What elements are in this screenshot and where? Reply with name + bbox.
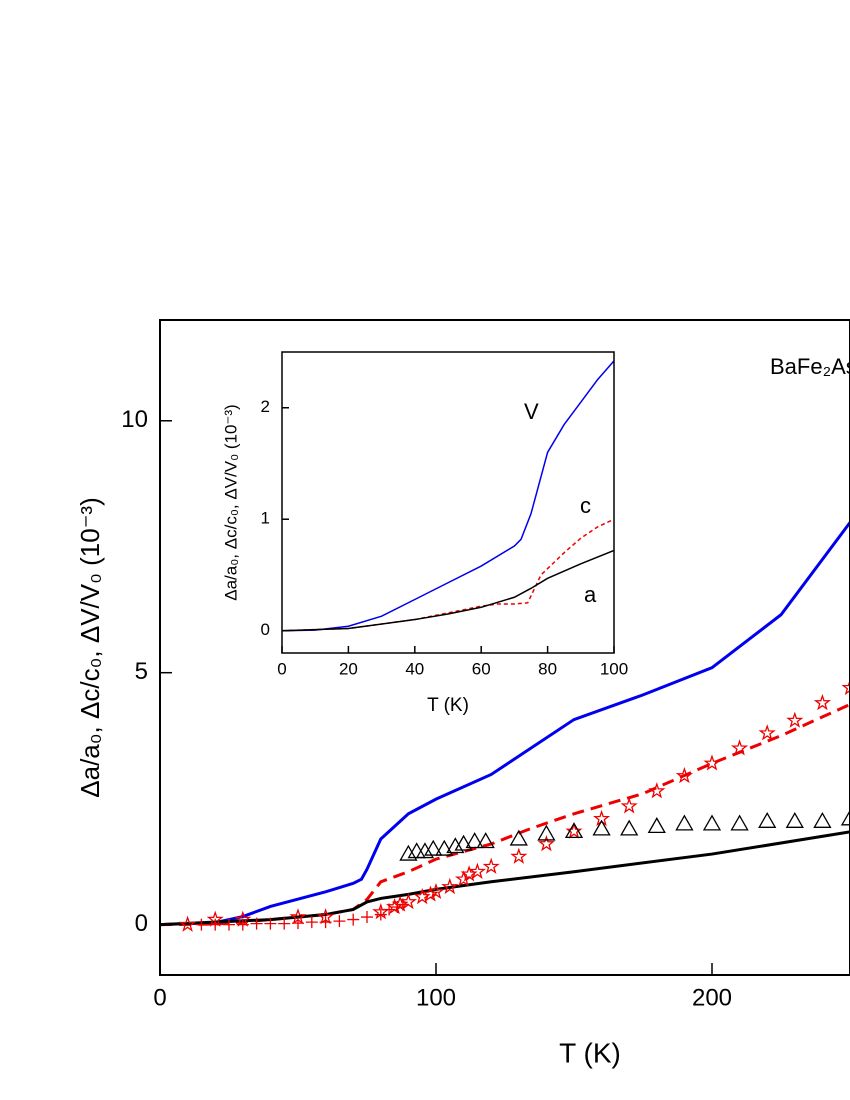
triangle-marker bbox=[813, 812, 832, 828]
y-tick-label: 0 bbox=[135, 910, 148, 937]
x-tick-label: 0 bbox=[277, 659, 286, 678]
plus-marker bbox=[305, 916, 318, 929]
plus-marker bbox=[223, 918, 235, 931]
plot-frame bbox=[159, 319, 850, 976]
star-marker bbox=[675, 766, 694, 784]
triangle-marker bbox=[415, 842, 435, 859]
curve-label: V bbox=[524, 399, 539, 424]
plus-marker bbox=[361, 911, 373, 924]
x-tick-label: 100 bbox=[600, 659, 628, 678]
star-marker bbox=[510, 847, 528, 864]
y-tick-label: 0 bbox=[261, 620, 270, 639]
triangle-marker bbox=[454, 834, 473, 851]
triangle-marker bbox=[675, 814, 694, 831]
plot-area bbox=[160, 521, 850, 932]
y-axis-label: Δa/a₀, Δc/c₀, ΔV/V₀ (10⁻³) bbox=[221, 404, 240, 600]
plus-marker bbox=[333, 915, 346, 928]
y-tick-label: 1 bbox=[261, 509, 270, 528]
triangle-marker bbox=[840, 809, 850, 826]
inset-background bbox=[282, 352, 614, 653]
triangle-marker bbox=[446, 837, 465, 854]
plus-marker bbox=[292, 917, 304, 930]
star-marker bbox=[482, 857, 500, 874]
star-marker bbox=[593, 809, 611, 827]
plus-marker bbox=[383, 903, 396, 916]
triangle-marker bbox=[647, 817, 666, 834]
star-marker bbox=[758, 724, 776, 741]
x-tick-label: 0 bbox=[153, 984, 166, 1011]
star-marker bbox=[841, 678, 850, 696]
star-marker bbox=[730, 739, 749, 756]
y-tick-label: 2 bbox=[261, 397, 270, 416]
y-tick-label: 5 bbox=[135, 658, 148, 685]
series-line bbox=[160, 830, 850, 927]
x-tick-label: 60 bbox=[472, 659, 491, 678]
y-tick-label: 10 bbox=[121, 406, 148, 433]
triangle-marker bbox=[435, 839, 454, 856]
plus-marker bbox=[347, 913, 360, 926]
plot-area bbox=[282, 360, 614, 632]
chart-title: BaFe₂As₂/S bbox=[770, 354, 850, 379]
star-marker bbox=[399, 892, 418, 910]
curve-label: c bbox=[580, 493, 591, 518]
star-marker bbox=[620, 797, 638, 814]
triangle-marker bbox=[785, 812, 804, 828]
plus-marker bbox=[264, 917, 277, 930]
star-marker bbox=[427, 882, 445, 900]
plus-marker bbox=[396, 898, 409, 911]
plus-marker bbox=[236, 918, 249, 931]
star-marker bbox=[565, 822, 583, 839]
series-line bbox=[282, 549, 614, 632]
triangle-marker bbox=[476, 832, 495, 849]
x-tick-label: 20 bbox=[339, 659, 358, 678]
star-marker bbox=[537, 834, 555, 852]
x-tick-label: 100 bbox=[416, 984, 456, 1011]
curve-label: a bbox=[584, 582, 597, 607]
series-line bbox=[282, 360, 614, 632]
series-line bbox=[160, 703, 850, 927]
star-marker bbox=[786, 711, 804, 728]
x-axis-label: T (K) bbox=[427, 695, 469, 716]
triangle-marker bbox=[399, 844, 418, 861]
star-marker bbox=[703, 754, 721, 771]
star-marker bbox=[178, 915, 197, 932]
star-marker bbox=[441, 877, 459, 895]
star-marker bbox=[813, 693, 832, 711]
plus-marker bbox=[278, 917, 291, 930]
x-tick-label: 80 bbox=[538, 659, 557, 678]
triangle-marker bbox=[509, 829, 528, 846]
triangle-marker bbox=[702, 814, 722, 831]
plus-marker bbox=[374, 908, 387, 921]
plot-frame bbox=[281, 351, 615, 654]
plus-marker bbox=[209, 918, 222, 931]
x-tick-label: 40 bbox=[405, 659, 424, 678]
triangle-marker bbox=[424, 839, 443, 856]
triangle-marker bbox=[537, 824, 556, 841]
triangle-marker bbox=[564, 822, 584, 839]
plus-marker bbox=[391, 900, 404, 913]
x-tick-label: 200 bbox=[692, 984, 732, 1011]
triangle-marker bbox=[592, 819, 611, 836]
plus-marker bbox=[250, 917, 263, 930]
series-line bbox=[160, 521, 850, 927]
triangle-marker bbox=[465, 832, 484, 849]
plus-marker bbox=[195, 918, 208, 931]
y-axis-label: Δa/a₀, Δc/c₀, ΔV/V₀ (10⁻³) bbox=[75, 497, 105, 798]
triangle-marker bbox=[730, 814, 749, 831]
star-marker bbox=[468, 862, 486, 880]
star-marker bbox=[648, 782, 666, 799]
x-axis-label: T (K) bbox=[559, 1037, 621, 1068]
plus-marker bbox=[319, 916, 332, 929]
star-marker bbox=[421, 885, 439, 902]
triangle-marker bbox=[758, 812, 777, 828]
star-marker bbox=[454, 870, 473, 887]
triangle-marker bbox=[620, 819, 639, 836]
